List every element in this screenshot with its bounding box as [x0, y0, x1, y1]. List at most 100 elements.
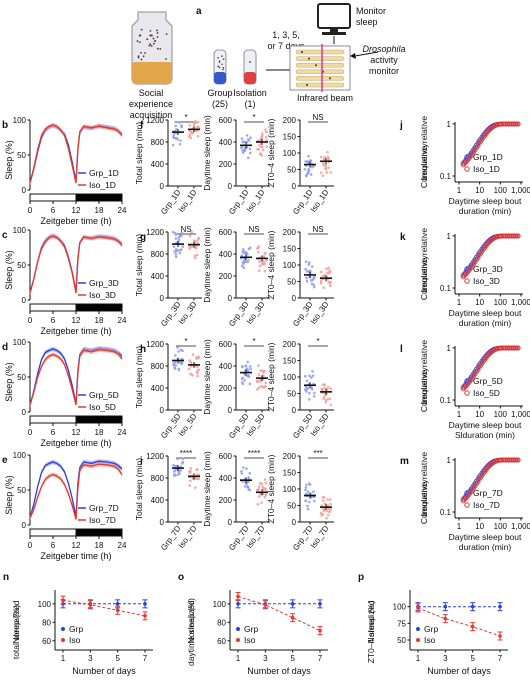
zeitgeber-x-label: Zeitgeber time (h): [40, 216, 111, 226]
data-point: [176, 138, 180, 141]
data-point: [181, 245, 185, 248]
y-tick-label: 0.1: [440, 396, 452, 405]
data-point: [258, 481, 262, 485]
text-line: ZT0–4 sleep (%): [366, 600, 376, 663]
data-point: [321, 383, 325, 386]
data-point: [175, 127, 178, 131]
data-point: [247, 476, 250, 479]
data-point: [515, 233, 521, 239]
fly-dot: [165, 33, 168, 35]
data-point: [263, 478, 267, 481]
trend-x-label: Number of days: [427, 666, 491, 676]
data-point: [188, 484, 191, 487]
data-point: [263, 487, 266, 490]
data-point: [326, 498, 329, 501]
data-point: [258, 152, 262, 156]
y-tick-label: 100: [283, 261, 297, 270]
data-point: [256, 388, 259, 391]
data-point: [309, 173, 313, 176]
x-tick-label: 1: [457, 522, 462, 531]
data-point: [322, 163, 325, 167]
data-point: [318, 628, 322, 633]
category-label: Grp_1D: [291, 188, 315, 216]
data-point: [323, 395, 326, 399]
series-line: [29, 235, 123, 294]
panel-label-m: m: [400, 456, 409, 467]
y-tick-label: 800: [151, 138, 165, 147]
data-point: [177, 350, 180, 353]
legend-label: Iso_5D: [89, 402, 116, 412]
legend-marker: [464, 166, 470, 172]
fly-dot: [221, 55, 223, 57]
y-tick-label: 0: [22, 408, 27, 417]
x-tick-label: 100: [494, 186, 508, 195]
x-tick-label: 10: [475, 410, 484, 419]
y-tick-label: 50: [17, 486, 26, 495]
fly-dot: [306, 84, 308, 86]
data-point: [303, 388, 307, 392]
data-point: [247, 488, 251, 491]
panel-label-f: f: [140, 120, 144, 131]
data-point: [188, 133, 192, 137]
y-tick-label: 400: [219, 138, 233, 147]
data-point: [329, 403, 333, 407]
data-point: [322, 286, 325, 289]
light-bar: [29, 415, 77, 424]
y-tick-label: 150: [283, 357, 297, 366]
data-point: [460, 274, 466, 280]
legend-label: Iso_7D: [473, 500, 500, 510]
drosophila-label: Drosophila: [362, 44, 405, 54]
light-bar: [29, 303, 77, 312]
text-line: total sleep (%): [11, 605, 21, 659]
legend-label: Iso_1D: [473, 164, 500, 174]
data-point: [306, 507, 310, 511]
data-point: [514, 457, 520, 463]
data-point: [320, 504, 324, 507]
y-tick-label: 100: [38, 600, 52, 609]
data-point: [329, 508, 332, 512]
data-point: [264, 130, 268, 134]
legend-label: Grp_1D: [473, 152, 503, 162]
data-point: [326, 504, 330, 507]
data-point: [257, 250, 260, 254]
data-point: [248, 151, 252, 155]
text-line: daytime sleep (%): [186, 598, 196, 666]
data-point: [179, 469, 183, 472]
data-point: [325, 171, 328, 174]
legend-marker: [61, 627, 65, 631]
legend-label: Grp_5D: [473, 376, 503, 386]
data-point: [242, 249, 246, 253]
data-point: [180, 362, 184, 366]
fly-dot: [152, 37, 155, 40]
data-point: [462, 161, 467, 167]
data-point: [307, 263, 311, 266]
data-point: [259, 492, 262, 496]
text-line: (1): [245, 99, 256, 109]
monitor-tube: [295, 69, 345, 75]
x-tick-label: 12: [72, 541, 81, 550]
fly-dot: [329, 77, 331, 80]
data-point: [327, 510, 331, 514]
data-point: [309, 495, 313, 499]
y-tick-label: 1200: [146, 340, 164, 349]
dot-y-label: Daytime sleep (min): [202, 115, 212, 191]
data-point: [179, 348, 183, 352]
sig-label: ****: [180, 449, 192, 458]
data-point: [307, 482, 311, 485]
text-line: duration (min): [459, 542, 512, 552]
data-point: [462, 273, 467, 279]
data-point: [311, 374, 315, 377]
data-point: [257, 364, 260, 367]
data-point: [326, 385, 330, 389]
data-point: [310, 282, 314, 286]
data-point: [304, 160, 307, 163]
data-point: [309, 376, 313, 379]
data-point: [264, 135, 268, 139]
x-tick-label: 24: [118, 428, 127, 437]
y-tick-label: 50: [287, 166, 296, 175]
y-tick-label: 0.1: [440, 172, 452, 181]
data-point: [236, 602, 240, 606]
x-tick-label: 0: [28, 428, 33, 437]
